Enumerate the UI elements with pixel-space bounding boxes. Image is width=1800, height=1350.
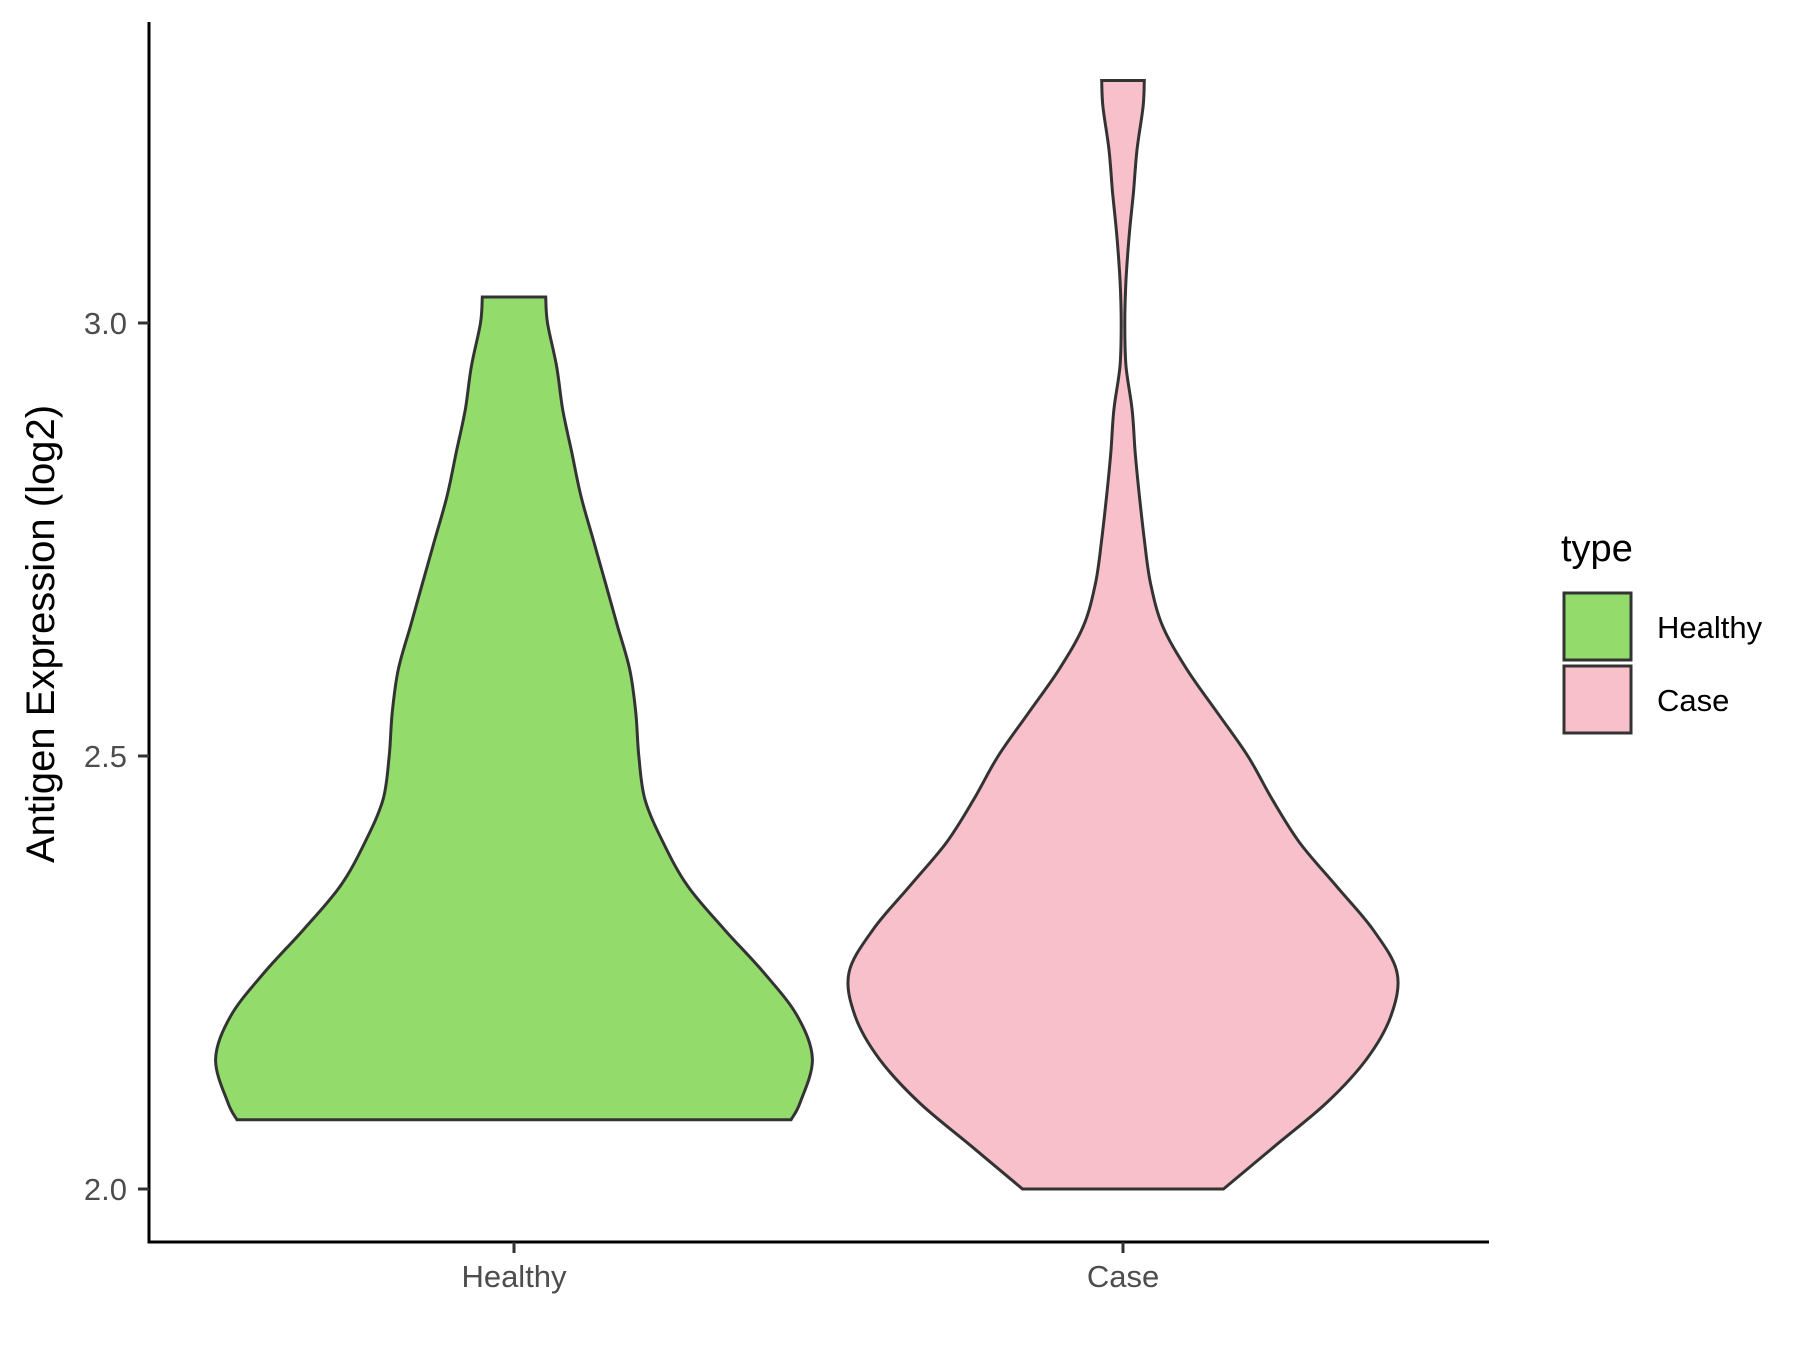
y-axis-title: Antigen Expression (log2) [19,405,63,863]
violin-case [846,79,1400,1191]
y-tick-label: 2.0 [84,1172,127,1207]
legend: type Healthy Case [1561,528,1763,735]
legend-title: type [1561,528,1633,570]
legend-label: Healthy [1657,610,1763,645]
violin-healthy [214,295,814,1122]
x-tick-label: Case [1087,1259,1159,1294]
x-ticks: Healthy Case [461,1242,1159,1294]
axes [147,22,1489,1244]
violin-layer [214,79,1400,1191]
legend-key-healthy [1562,591,1633,662]
y-tick-label: 2.5 [84,739,127,774]
y-tick-label: 3.0 [84,306,127,341]
y-ticks: 2.0 2.5 3.0 [84,306,149,1207]
legend-label: Case [1657,683,1729,718]
legend-key-case [1562,664,1633,735]
x-tick-label: Healthy [461,1259,567,1294]
